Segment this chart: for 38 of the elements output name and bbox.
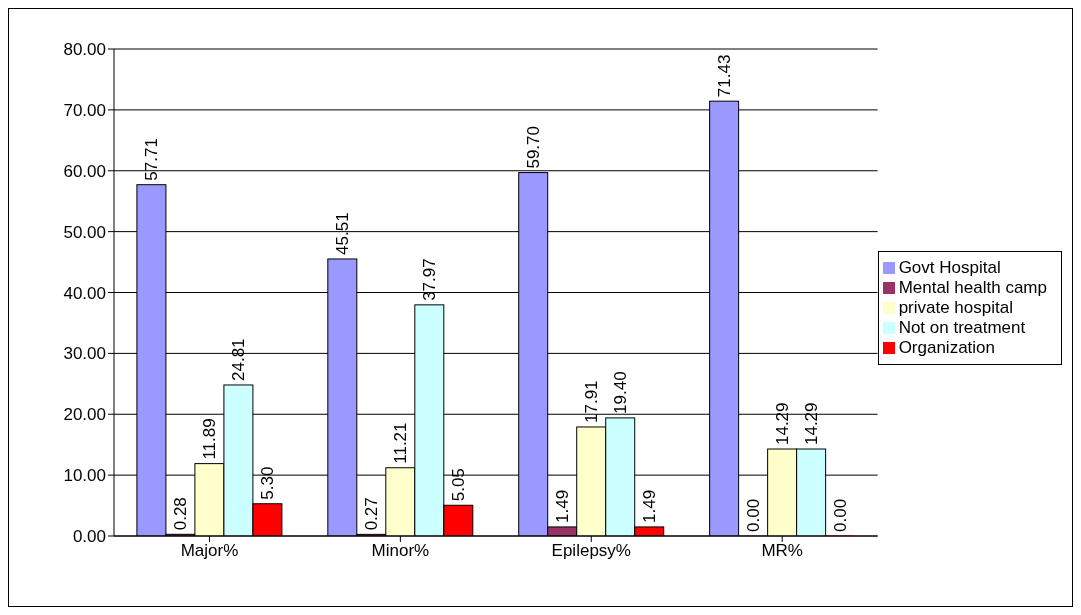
data-label: 14.29 <box>773 402 793 446</box>
data-label: 45.51 <box>333 212 353 255</box>
data-label: 71.43 <box>715 54 735 98</box>
x-tick-label: MR% <box>761 541 803 561</box>
y-tick-label: 10.00 <box>63 466 106 486</box>
y-tick-label: 30.00 <box>63 344 106 364</box>
data-label: 17.91 <box>582 380 602 423</box>
y-tick-label: 80.00 <box>63 40 106 60</box>
y-tick-label: 20.00 <box>63 405 106 425</box>
legend-label: Mental health camp <box>898 277 1047 297</box>
data-label: 1.49 <box>640 489 660 523</box>
legend-label: Govt Hospital <box>898 257 1001 277</box>
data-label: 0.00 <box>744 498 764 532</box>
data-label: 11.89 <box>200 418 220 460</box>
legend-label: private hospital <box>898 297 1013 317</box>
data-label: 19.40 <box>611 371 631 414</box>
data-label: 14.29 <box>802 402 822 446</box>
data-label: 5.05 <box>449 468 469 502</box>
data-label: 1.49 <box>553 489 573 523</box>
y-tick-label: 40.00 <box>63 283 106 303</box>
x-tick-label: Minor% <box>371 541 430 561</box>
data-label: 5.30 <box>258 466 278 500</box>
y-tick-label: 70.00 <box>63 100 106 120</box>
y-tick-label: 50.00 <box>63 222 106 242</box>
data-label: 0.27 <box>362 497 382 531</box>
legend-label: Not on treatment <box>898 317 1026 337</box>
legend-label: Organization <box>898 337 996 357</box>
y-tick-label: 60.00 <box>63 161 106 181</box>
x-tick-label: Epilepsy% <box>551 541 631 561</box>
data-label: 57.71 <box>142 138 162 181</box>
data-label: 11.21 <box>391 422 411 464</box>
data-label: 0.28 <box>171 497 191 531</box>
data-label: 59.70 <box>524 126 544 169</box>
data-label: 24.81 <box>229 338 249 381</box>
data-label: 37.97 <box>420 258 440 301</box>
x-tick-label: Major% <box>180 541 239 561</box>
data-label: 0.00 <box>831 498 851 532</box>
y-tick-label: 0.00 <box>72 527 106 547</box>
